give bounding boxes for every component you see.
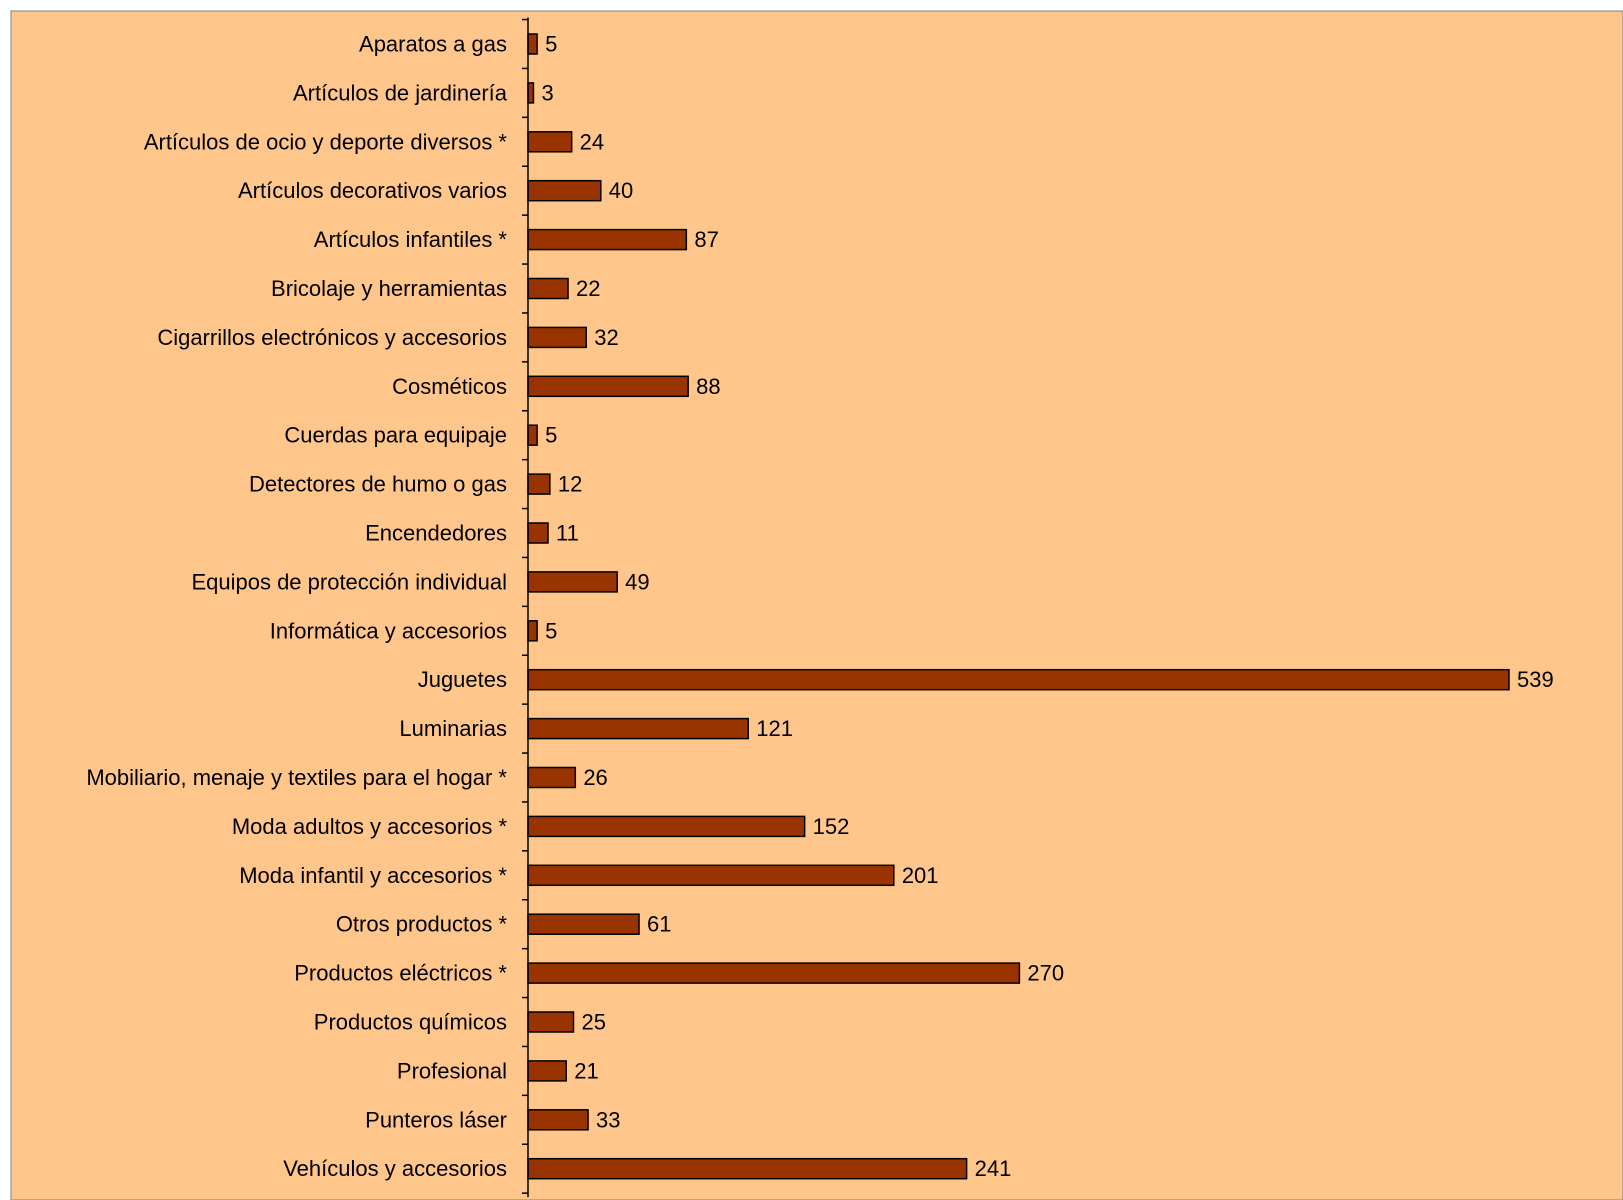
data-label: 270 <box>1027 961 1064 986</box>
bar <box>527 1109 589 1131</box>
data-label: 40 <box>609 178 633 203</box>
bars-group <box>527 33 1510 1180</box>
bar <box>527 522 549 544</box>
bar <box>527 571 618 593</box>
category-label: Cosméticos <box>392 374 507 399</box>
value-labels: 5324408722328851211495539121261522016127… <box>541 32 1553 1182</box>
data-label: 33 <box>596 1107 620 1132</box>
category-label: Equipos de protección individual <box>191 569 507 594</box>
data-label: 21 <box>574 1058 598 1083</box>
bar <box>527 913 640 935</box>
category-label: Encendedores <box>365 521 507 546</box>
data-label: 88 <box>696 374 720 399</box>
y-axis <box>522 17 529 1198</box>
category-label: Productos eléctricos * <box>294 961 507 986</box>
category-label: Otros productos * <box>336 912 508 937</box>
bar <box>527 717 749 740</box>
bar <box>527 375 689 398</box>
category-label: Moda adultos y accesorios * <box>232 814 508 839</box>
bar <box>527 815 806 838</box>
category-label: Profesional <box>397 1058 507 1083</box>
category-label: Cuerdas para equipaje <box>284 423 507 448</box>
bar <box>527 766 577 789</box>
category-label: Mobiliario, menaje y textiles para el ho… <box>86 765 507 790</box>
data-label: 12 <box>558 472 582 497</box>
bar <box>527 228 688 251</box>
category-label: Cigarrillos electrónicos y accesorios <box>157 325 507 350</box>
bar <box>527 473 551 495</box>
bar <box>527 620 538 642</box>
category-label: Vehículos y accesorios <box>283 1156 507 1181</box>
data-label: 5 <box>545 618 557 643</box>
plot-area <box>10 10 1623 1200</box>
bar <box>527 962 1021 984</box>
bar <box>527 424 538 446</box>
category-label: Juguetes <box>418 667 507 692</box>
category-label: Moda infantil y accesorios * <box>239 863 507 888</box>
bar <box>527 82 535 104</box>
data-label: 5 <box>545 423 557 448</box>
data-label: 539 <box>1517 667 1554 692</box>
data-label: 26 <box>583 765 607 790</box>
data-label: 121 <box>756 716 793 741</box>
category-label: Informática y accesorios <box>270 618 507 643</box>
bar <box>527 864 895 887</box>
data-label: 5 <box>545 32 557 57</box>
data-label: 61 <box>647 912 671 937</box>
category-label: Luminarias <box>399 716 507 741</box>
category-labels: Aparatos a gas Artículos de jardinería Art… <box>86 32 507 1182</box>
bar <box>527 1157 968 1180</box>
bar <box>527 277 569 300</box>
bar <box>527 179 602 202</box>
data-label: 11 <box>556 521 579 546</box>
category-label: Artículos decorativos varios <box>238 178 507 203</box>
data-label: 49 <box>625 569 649 594</box>
data-label: 87 <box>694 227 718 252</box>
category-label: Artículos de ocio y deporte diversos * <box>144 129 508 154</box>
bar <box>527 33 538 55</box>
data-label: 201 <box>902 863 939 888</box>
category-label: Detectores de humo o gas <box>249 472 507 497</box>
bar <box>527 668 1510 691</box>
category-label: Punteros láser <box>365 1107 507 1132</box>
data-label: 25 <box>582 1010 606 1035</box>
data-label: 22 <box>576 276 600 301</box>
data-label: 3 <box>541 80 553 105</box>
bar <box>527 131 573 153</box>
category-label: Productos químicos <box>314 1010 507 1035</box>
data-label: 32 <box>594 325 618 350</box>
bar <box>527 1060 567 1082</box>
category-label: Artículos infantiles * <box>314 227 508 252</box>
data-label: 24 <box>580 129 604 154</box>
data-label: 152 <box>813 814 850 839</box>
bar <box>527 326 587 349</box>
category-label: Aparatos a gas <box>359 32 507 57</box>
category-label: Artículos de jardinería <box>293 80 508 105</box>
bar <box>527 1011 575 1033</box>
category-label: Bricolaje y herramientas <box>271 276 507 301</box>
data-label: 241 <box>975 1156 1012 1181</box>
